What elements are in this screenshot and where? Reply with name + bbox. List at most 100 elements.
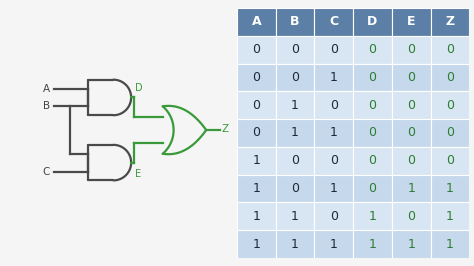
Text: 0: 0 xyxy=(446,127,454,139)
Bar xyxy=(314,175,353,202)
Text: 0: 0 xyxy=(446,154,454,167)
Text: 0: 0 xyxy=(446,99,454,112)
Bar xyxy=(353,8,392,36)
Bar xyxy=(276,230,314,258)
Text: Z: Z xyxy=(446,15,455,28)
Bar xyxy=(314,36,353,64)
Text: B: B xyxy=(290,15,300,28)
Bar xyxy=(430,202,469,230)
Bar xyxy=(314,230,353,258)
Bar xyxy=(276,147,314,175)
Bar xyxy=(237,147,276,175)
Text: 0: 0 xyxy=(291,154,299,167)
Text: E: E xyxy=(135,169,141,178)
Bar xyxy=(353,64,392,91)
Text: 0: 0 xyxy=(446,43,454,56)
Text: 0: 0 xyxy=(252,71,260,84)
Text: A: A xyxy=(252,15,261,28)
Bar xyxy=(276,64,314,91)
Bar xyxy=(353,147,392,175)
Bar xyxy=(353,36,392,64)
Text: 0: 0 xyxy=(368,182,376,195)
Text: E: E xyxy=(407,15,415,28)
Text: 0: 0 xyxy=(330,210,338,223)
Text: 1: 1 xyxy=(369,210,376,223)
Bar xyxy=(314,91,353,119)
Bar xyxy=(392,175,430,202)
Bar xyxy=(314,147,353,175)
Text: 1: 1 xyxy=(446,210,454,223)
Text: 1: 1 xyxy=(253,182,260,195)
Bar xyxy=(237,64,276,91)
Text: 1: 1 xyxy=(291,210,299,223)
Bar xyxy=(430,36,469,64)
Bar xyxy=(392,230,430,258)
Bar xyxy=(314,119,353,147)
Text: 1: 1 xyxy=(291,127,299,139)
Bar xyxy=(430,91,469,119)
Text: 1: 1 xyxy=(446,182,454,195)
Bar xyxy=(430,64,469,91)
Text: 0: 0 xyxy=(407,127,415,139)
Text: 0: 0 xyxy=(407,210,415,223)
Bar xyxy=(237,175,276,202)
Text: Z: Z xyxy=(221,124,228,134)
Bar xyxy=(430,175,469,202)
Text: 1: 1 xyxy=(291,99,299,112)
Bar xyxy=(430,230,469,258)
Text: 1: 1 xyxy=(330,182,337,195)
Bar xyxy=(392,64,430,91)
Text: C: C xyxy=(329,15,338,28)
Text: 0: 0 xyxy=(368,154,376,167)
Bar xyxy=(237,202,276,230)
Text: 0: 0 xyxy=(446,71,454,84)
Bar xyxy=(392,119,430,147)
Bar xyxy=(276,91,314,119)
Text: 1: 1 xyxy=(253,238,260,251)
Text: 0: 0 xyxy=(291,43,299,56)
Text: 0: 0 xyxy=(291,182,299,195)
Bar xyxy=(430,119,469,147)
Bar xyxy=(237,8,276,36)
Bar xyxy=(353,202,392,230)
Text: 0: 0 xyxy=(330,99,338,112)
Bar xyxy=(430,8,469,36)
Bar xyxy=(237,91,276,119)
Text: D: D xyxy=(135,82,143,93)
Text: 1: 1 xyxy=(330,71,337,84)
Bar xyxy=(392,91,430,119)
Bar xyxy=(353,175,392,202)
Text: 1: 1 xyxy=(253,154,260,167)
Bar xyxy=(237,230,276,258)
Text: 0: 0 xyxy=(368,99,376,112)
Bar xyxy=(392,8,430,36)
Text: 0: 0 xyxy=(368,71,376,84)
Text: 1: 1 xyxy=(253,210,260,223)
Bar xyxy=(314,8,353,36)
Text: 0: 0 xyxy=(330,154,338,167)
Bar xyxy=(276,119,314,147)
Bar xyxy=(314,202,353,230)
Text: 1: 1 xyxy=(407,182,415,195)
Bar xyxy=(392,202,430,230)
Text: 0: 0 xyxy=(291,71,299,84)
Text: 0: 0 xyxy=(252,127,260,139)
Bar xyxy=(237,119,276,147)
Bar xyxy=(430,147,469,175)
Text: C: C xyxy=(43,167,50,177)
Text: 0: 0 xyxy=(330,43,338,56)
Bar xyxy=(276,36,314,64)
Text: 1: 1 xyxy=(291,238,299,251)
Bar xyxy=(276,202,314,230)
Bar xyxy=(353,119,392,147)
Bar xyxy=(237,36,276,64)
Bar xyxy=(314,64,353,91)
Text: A: A xyxy=(43,84,50,94)
Bar xyxy=(392,36,430,64)
Text: 0: 0 xyxy=(407,71,415,84)
Bar xyxy=(392,147,430,175)
Bar xyxy=(353,91,392,119)
Text: 0: 0 xyxy=(252,43,260,56)
Text: 0: 0 xyxy=(368,127,376,139)
Text: 0: 0 xyxy=(407,154,415,167)
